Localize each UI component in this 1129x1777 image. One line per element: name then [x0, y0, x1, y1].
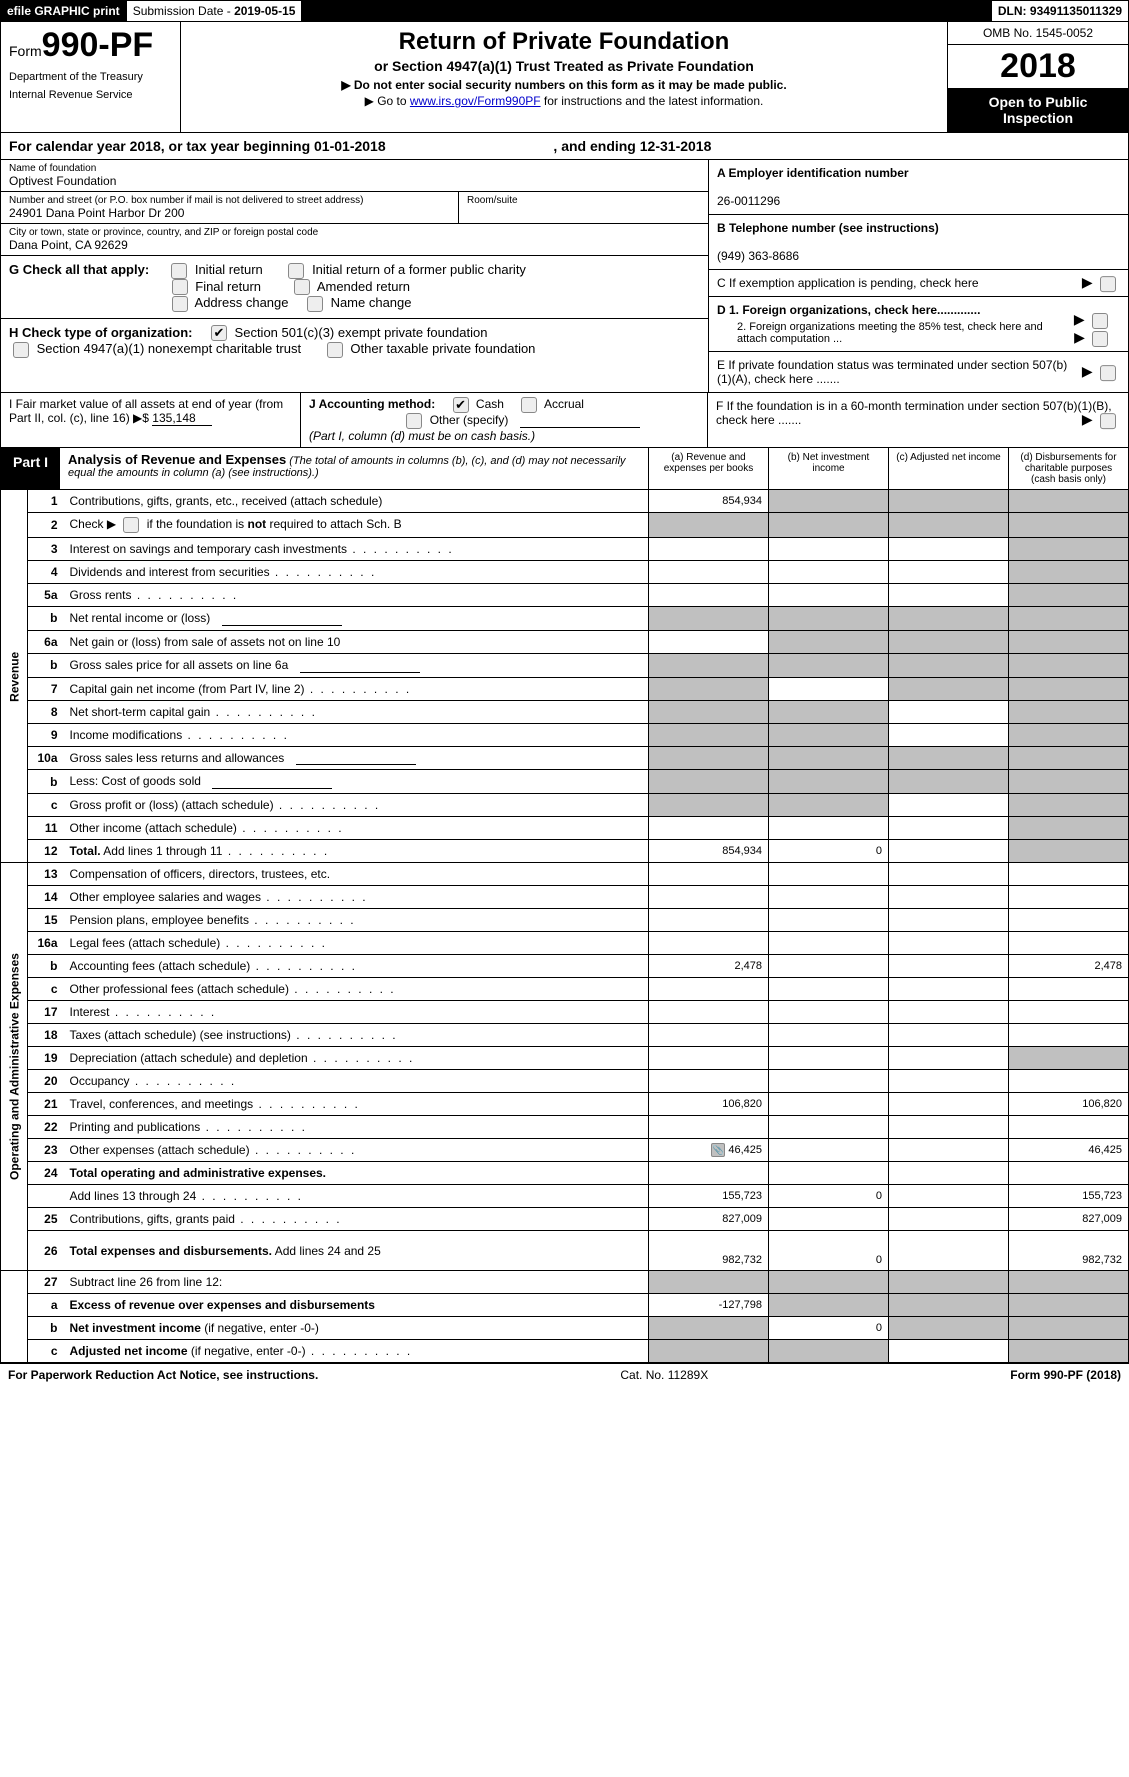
- chk-name-change[interactable]: [307, 296, 323, 312]
- h-section: H Check type of organization: Section 50…: [1, 319, 708, 364]
- section-label: Operating and Administrative Expenses: [1, 863, 28, 1271]
- attachment-icon[interactable]: 📎: [711, 1143, 725, 1157]
- irs-link[interactable]: www.irs.gov/Form990PF: [410, 94, 541, 108]
- table-row: 22Printing and publications: [1, 1116, 1129, 1139]
- table-row: 20Occupancy: [1, 1070, 1129, 1093]
- header-center: Return of Private Foundation or Section …: [181, 22, 948, 132]
- chk-other-method[interactable]: [406, 413, 422, 429]
- table-row: 5aGross rents: [1, 584, 1129, 607]
- table-row: 23Other expenses (attach schedule)📎 46,4…: [1, 1139, 1129, 1162]
- col-c-head: (c) Adjusted net income: [888, 448, 1008, 489]
- chk-cash[interactable]: [453, 397, 469, 413]
- chk-final-return[interactable]: [172, 279, 188, 295]
- g-section: G Check all that apply: Initial return I…: [1, 256, 708, 319]
- table-row: 19Depreciation (attach schedule) and dep…: [1, 1047, 1129, 1070]
- table-row: 12Total. Add lines 1 through 11854,9340: [1, 840, 1129, 863]
- section-label: Revenue: [1, 490, 28, 863]
- table-row: Add lines 13 through 24155,7230155,723: [1, 1185, 1129, 1208]
- table-row: cOther professional fees (attach schedul…: [1, 978, 1129, 1001]
- table-row: 7Capital gain net income (from Part IV, …: [1, 677, 1129, 700]
- table-row: 9Income modifications: [1, 723, 1129, 746]
- table-row: 26Total expenses and disbursements. Add …: [1, 1231, 1129, 1271]
- table-row: aExcess of revenue over expenses and dis…: [1, 1294, 1129, 1317]
- street-block: Number and street (or P.O. box number if…: [1, 192, 458, 223]
- spacer: [302, 1, 991, 21]
- chk-501c3[interactable]: [211, 325, 227, 341]
- chk-accrual[interactable]: [521, 397, 537, 413]
- room-block: Room/suite: [458, 192, 708, 223]
- page-footer: For Paperwork Reduction Act Notice, see …: [0, 1363, 1129, 1386]
- table-row: 10aGross sales less returns and allowanc…: [1, 746, 1129, 770]
- part1-header: Part I Analysis of Revenue and Expenses …: [0, 448, 1129, 490]
- chk-other-taxable[interactable]: [327, 342, 343, 358]
- dln-cell: DLN: 93491135011329: [992, 1, 1128, 21]
- chk-d2[interactable]: [1092, 331, 1108, 347]
- table-row: 6aNet gain or (loss) from sale of assets…: [1, 630, 1129, 653]
- table-row: cGross profit or (loss) (attach schedule…: [1, 794, 1129, 817]
- c-block: C If exemption application is pending, c…: [709, 270, 1128, 297]
- table-row: 2Check ▶ if the foundation is not requir…: [1, 513, 1129, 538]
- chk-initial-former[interactable]: [288, 263, 304, 279]
- e-block: E If private foundation status was termi…: [709, 352, 1128, 392]
- ijf-row: I Fair market value of all assets at end…: [0, 393, 1129, 448]
- table-row: 11Other income (attach schedule): [1, 817, 1129, 840]
- table-row: 15Pension plans, employee benefits: [1, 909, 1129, 932]
- col-a-head: (a) Revenue and expenses per books: [648, 448, 768, 489]
- table-row: 8Net short-term capital gain: [1, 700, 1129, 723]
- table-row: 17Interest: [1, 1001, 1129, 1024]
- f-block: F If the foundation is in a 60-month ter…: [708, 393, 1128, 447]
- table-row: 3Interest on savings and temporary cash …: [1, 538, 1129, 561]
- table-row: cAdjusted net income (if negative, enter…: [1, 1340, 1129, 1363]
- fmv-block: I Fair market value of all assets at end…: [1, 393, 301, 447]
- chk-f[interactable]: [1100, 413, 1116, 429]
- table-row: 27Subtract line 26 from line 12:: [1, 1271, 1129, 1294]
- table-row: bLess: Cost of goods sold: [1, 770, 1129, 794]
- foundation-name-block: Name of foundation Optivest Foundation: [1, 160, 708, 192]
- table-row: 18Taxes (attach schedule) (see instructi…: [1, 1024, 1129, 1047]
- header-right: OMB No. 1545-0052 2018 Open to Public In…: [948, 22, 1128, 132]
- accounting-block: J Accounting method: Cash Accrual Other …: [301, 393, 708, 447]
- efile-label: efile GRAPHIC print: [1, 1, 127, 21]
- table-row: 16aLegal fees (attach schedule): [1, 932, 1129, 955]
- table-row: 25Contributions, gifts, grants paid827,0…: [1, 1208, 1129, 1231]
- table-row: bNet investment income (if negative, ent…: [1, 1317, 1129, 1340]
- phone-block: B Telephone number (see instructions) (9…: [709, 215, 1128, 270]
- chk-initial-return[interactable]: [171, 263, 187, 279]
- submission-cell: Submission Date - 2019-05-15: [127, 1, 303, 21]
- table-row: Revenue1Contributions, gifts, grants, et…: [1, 490, 1129, 513]
- col-b-head: (b) Net investment income: [768, 448, 888, 489]
- city-block: City or town, state or province, country…: [1, 224, 708, 256]
- top-bar: efile GRAPHIC print Submission Date - 20…: [0, 0, 1129, 22]
- part1-table: Revenue1Contributions, gifts, grants, et…: [0, 490, 1129, 1363]
- d-block: D 1. Foreign organizations, check here..…: [709, 297, 1128, 352]
- header-left: Form990-PF Department of the Treasury In…: [1, 22, 181, 132]
- ein-block: A Employer identification number 26-0011…: [709, 160, 1128, 215]
- table-row: Operating and Administrative Expenses13C…: [1, 863, 1129, 886]
- chk-c[interactable]: [1100, 276, 1116, 292]
- chk-address-change[interactable]: [172, 296, 188, 312]
- calendar-year-line: For calendar year 2018, or tax year begi…: [0, 133, 1129, 160]
- table-row: 4Dividends and interest from securities: [1, 561, 1129, 584]
- table-row: 21Travel, conferences, and meetings106,8…: [1, 1093, 1129, 1116]
- identity-section: Name of foundation Optivest Foundation N…: [0, 160, 1129, 393]
- chk-e[interactable]: [1100, 365, 1116, 381]
- table-row: bGross sales price for all assets on lin…: [1, 653, 1129, 677]
- table-row: bAccounting fees (attach schedule)2,4782…: [1, 955, 1129, 978]
- chk-amended-return[interactable]: [294, 279, 310, 295]
- table-row: 14Other employee salaries and wages: [1, 886, 1129, 909]
- chk-4947a1[interactable]: [13, 342, 29, 358]
- table-row: bNet rental income or (loss): [1, 607, 1129, 631]
- col-d-head: (d) Disbursements for charitable purpose…: [1008, 448, 1128, 489]
- table-row: 24Total operating and administrative exp…: [1, 1162, 1129, 1185]
- form-header: Form990-PF Department of the Treasury In…: [0, 22, 1129, 133]
